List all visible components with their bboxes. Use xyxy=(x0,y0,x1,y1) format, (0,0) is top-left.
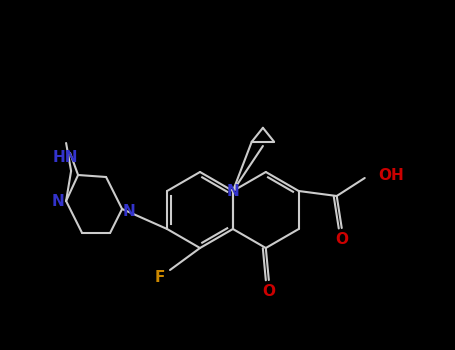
Text: N: N xyxy=(123,203,136,218)
Text: F: F xyxy=(155,271,165,286)
Text: N: N xyxy=(52,194,65,209)
Text: O: O xyxy=(335,231,348,246)
Text: O: O xyxy=(263,284,275,299)
Text: HN: HN xyxy=(53,149,79,164)
Text: N: N xyxy=(227,183,239,198)
Text: OH: OH xyxy=(379,168,404,182)
